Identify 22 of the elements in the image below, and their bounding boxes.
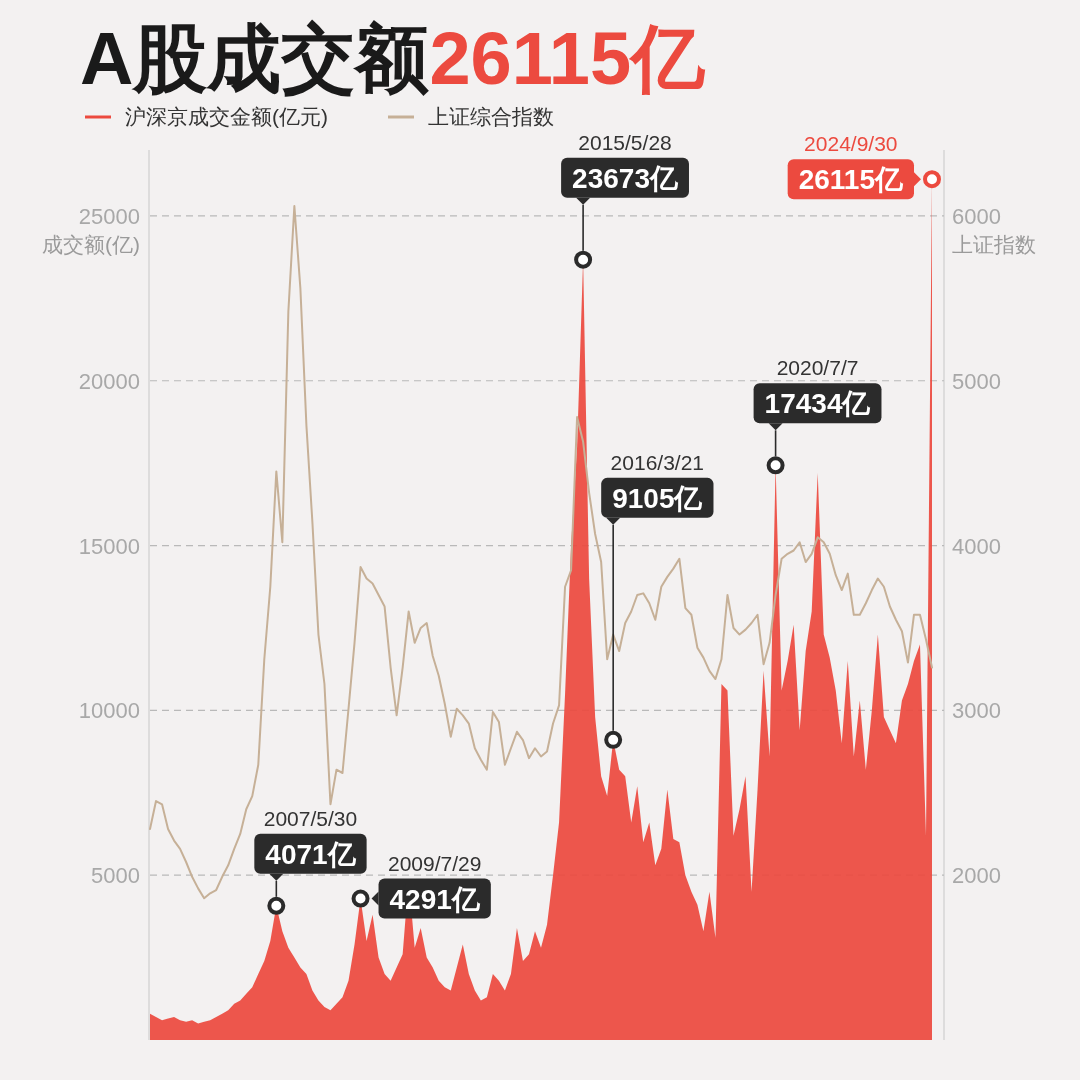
ytick: 20000 bbox=[78, 368, 140, 394]
point bbox=[923, 170, 941, 189]
y2tick: 5000 bbox=[952, 368, 1001, 394]
legend-label: 沪深京成交金额(亿元) bbox=[125, 105, 328, 128]
data-label: 2015/5/28 23673亿 bbox=[572, 130, 679, 194]
ytick: 5000 bbox=[91, 863, 140, 889]
ytick: 15000 bbox=[78, 533, 140, 559]
y2tick: 3000 bbox=[952, 698, 1001, 724]
title: A股成交额26115亿 bbox=[80, 17, 706, 100]
y2tick: 6000 bbox=[952, 203, 1001, 229]
y2tick: 2000 bbox=[952, 863, 1001, 889]
value-label: 2024/9/30 26115亿 bbox=[787, 132, 941, 200]
ytick: 10000 bbox=[78, 698, 140, 724]
legend-label: 上证综合指数 bbox=[428, 105, 554, 128]
y2tick: 4000 bbox=[952, 533, 1001, 559]
data-label: 2009/7/29 4291亿 bbox=[387, 851, 482, 915]
ytick: 25000 bbox=[78, 203, 140, 229]
data-label: 2020/7/7 17434亿 bbox=[764, 356, 872, 420]
y2label: 上证指数 bbox=[952, 232, 1036, 256]
ylabel: 成交额(亿) bbox=[42, 232, 140, 256]
data-label: 2016/3/21 9105亿 bbox=[610, 450, 705, 514]
data-label: 2024/9/30 26115亿 bbox=[798, 132, 904, 196]
